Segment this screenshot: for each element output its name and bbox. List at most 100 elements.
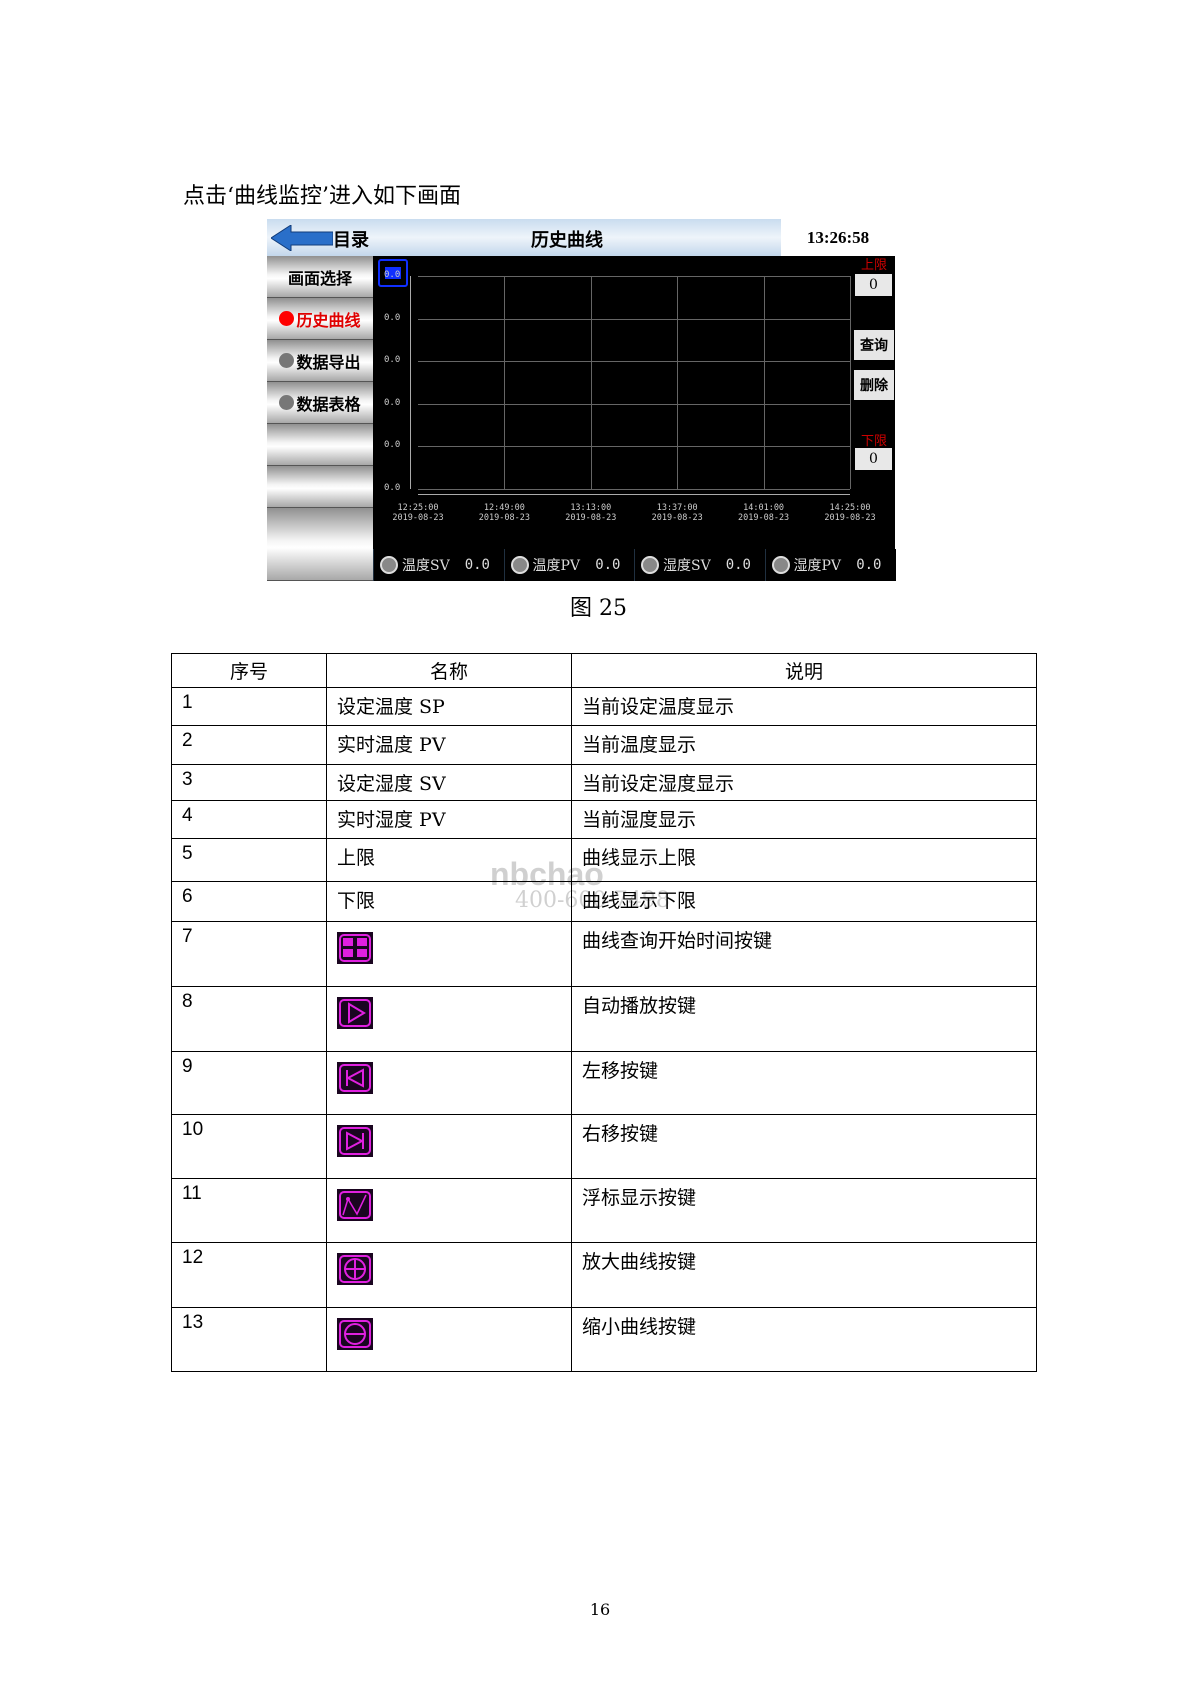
description-table: 序号 名称 说明 1 设定温度 SP 当前设定温度显示 2 实时温度 PV 当前温度显示 3… [171,653,1037,1372]
sidebar-item[interactable]: 数据表格 [267,382,373,424]
indicator-icon [510,556,529,574]
readout-2: 湿度SV 0.0 [634,549,765,581]
x-tick-time: 13:13:00 [570,503,612,513]
y-tick-label: 0.0 [384,270,401,280]
x-tick-time: 12:25:00 [397,503,439,513]
x-tick-label: 13:13:00 2019-08-23 [556,503,626,523]
name-cell: 设定温度 SP [326,687,572,726]
x-tick-label: 13:37:00 2019-08-23 [642,503,712,523]
table-row: 2 实时温度 PV 当前温度显示 [171,725,1037,765]
sidebar-item[interactable]: 画面选择 [267,256,373,298]
no-cell: 12 [171,1242,327,1308]
x-tick-date: 2019-08-23 [738,513,790,523]
sidebar-item[interactable]: 数据导出 [267,340,373,382]
no-cell: 9 [171,1051,327,1115]
table-row: 4 实时湿度 PV 当前湿度显示 [171,800,1037,839]
name-cell: 下限 [326,881,572,922]
zoom-in-icon [337,1253,373,1285]
header-name: 名称 [326,653,572,688]
sidebar-item[interactable] [267,424,373,466]
readout-value: 0.0 [595,557,621,573]
desc-cell: 曲线显示上限 [571,838,1037,882]
y-axis [410,276,411,489]
sidebar-item[interactable] [267,508,373,581]
grid-line [504,276,506,489]
grid-line [677,276,679,489]
name-cell [326,1307,572,1372]
x-tick-time: 12:49:00 [483,503,525,513]
lower-limit-input[interactable]: 0 [855,448,892,470]
play-icon [337,997,373,1029]
x-tick-time: 13:37:00 [656,503,698,513]
table-row: 12 放大曲线按键 [171,1242,1037,1308]
name-cell: 上限 [326,838,572,882]
table-row: 11 浮标显示按键 [171,1178,1037,1243]
upper-limit-input[interactable]: 0 [855,274,892,296]
name-cell [326,1114,572,1179]
no-cell: 4 [171,800,327,839]
readout-value: 0.0 [464,557,490,573]
sidebar-item[interactable] [267,466,373,508]
channel-select-icon[interactable] [378,259,408,287]
grid-line [418,446,850,448]
upper-limit-label: 上限 [861,258,888,273]
desc-cell: 浮标显示按键 [571,1178,1037,1243]
desc-cell: 当前设定温度显示 [571,687,1037,726]
grid-icon [337,932,373,964]
name-cell [326,1178,572,1243]
back-arrow-icon[interactable] [271,225,333,251]
query-button[interactable]: 查询 [854,330,894,360]
table-row: 1 设定温度 SP 当前设定温度显示 [171,687,1037,726]
desc-cell: 缩小曲线按键 [571,1307,1037,1372]
x-tick-date: 2019-08-23 [565,513,617,523]
name-cell: 实时湿度 PV [326,800,572,839]
status-dot-icon [279,311,295,326]
no-cell: 5 [171,838,327,882]
no-cell: 10 [171,1114,327,1179]
table-row: 7 曲线查询开始时间按键 [171,921,1037,987]
sidebar-item-label: 画面选择 [287,268,352,288]
desc-cell: 曲线显示下限 [571,881,1037,922]
no-cell: 2 [171,725,327,765]
y-tick-label: 0.0 [384,355,401,366]
no-cell: 11 [171,1178,327,1243]
lower-limit-label: 下限 [861,434,888,449]
menu-label[interactable]: 目录 [333,230,369,251]
desc-cell: 当前设定湿度显示 [571,764,1037,801]
no-cell: 13 [171,1307,327,1372]
no-cell: 8 [171,986,327,1052]
readout-3: 湿度PV 0.0 [764,549,896,581]
right-move-icon [337,1125,373,1157]
sidebar: 画面选择历史曲线数据导出数据表格 [267,256,373,581]
readout-label: 湿度PV [793,558,842,574]
desc-cell: 放大曲线按键 [571,1242,1037,1308]
header-desc: 说明 [571,653,1037,688]
desc-cell: 左移按键 [571,1051,1037,1115]
delete-button[interactable]: 删除 [854,370,894,400]
y-tick-label: 0.0 [384,483,401,493]
grid-line [763,276,765,489]
hmi-screenshot: 目录 历史曲线 13:26:58 画面选择 历史曲线 数据导出 数据表格 上限 0 查… [267,219,896,581]
name-cell [326,1051,572,1115]
grid-line [418,361,850,363]
table-row: 13 缩小曲线按键 [171,1307,1037,1372]
intro-text: 点击‘曲线监控’进入如下画面 [183,184,461,209]
desc-cell: 当前温度显示 [571,725,1037,765]
x-tick-date: 2019-08-23 [824,513,876,523]
table-row: 6 下限 曲线显示下限 [171,881,1037,922]
sidebar-item-label: 数据表格 [296,394,361,414]
desc-cell: 自动播放按键 [571,986,1037,1052]
cursor-icon [337,1189,373,1221]
name-cell: 实时温度 PV [326,725,572,765]
readout-label: 温度SV [402,558,450,574]
sidebar-item[interactable]: 历史曲线 [267,298,373,340]
header-no: 序号 [171,653,327,688]
readout-1: 温度PV 0.0 [503,549,635,581]
no-cell: 1 [171,687,327,726]
indicator-icon [771,556,790,574]
no-cell: 3 [171,764,327,801]
sidebar-item-label: 历史曲线 [296,310,361,330]
x-tick-time: 14:25:00 [829,503,871,513]
x-axis [418,494,850,495]
